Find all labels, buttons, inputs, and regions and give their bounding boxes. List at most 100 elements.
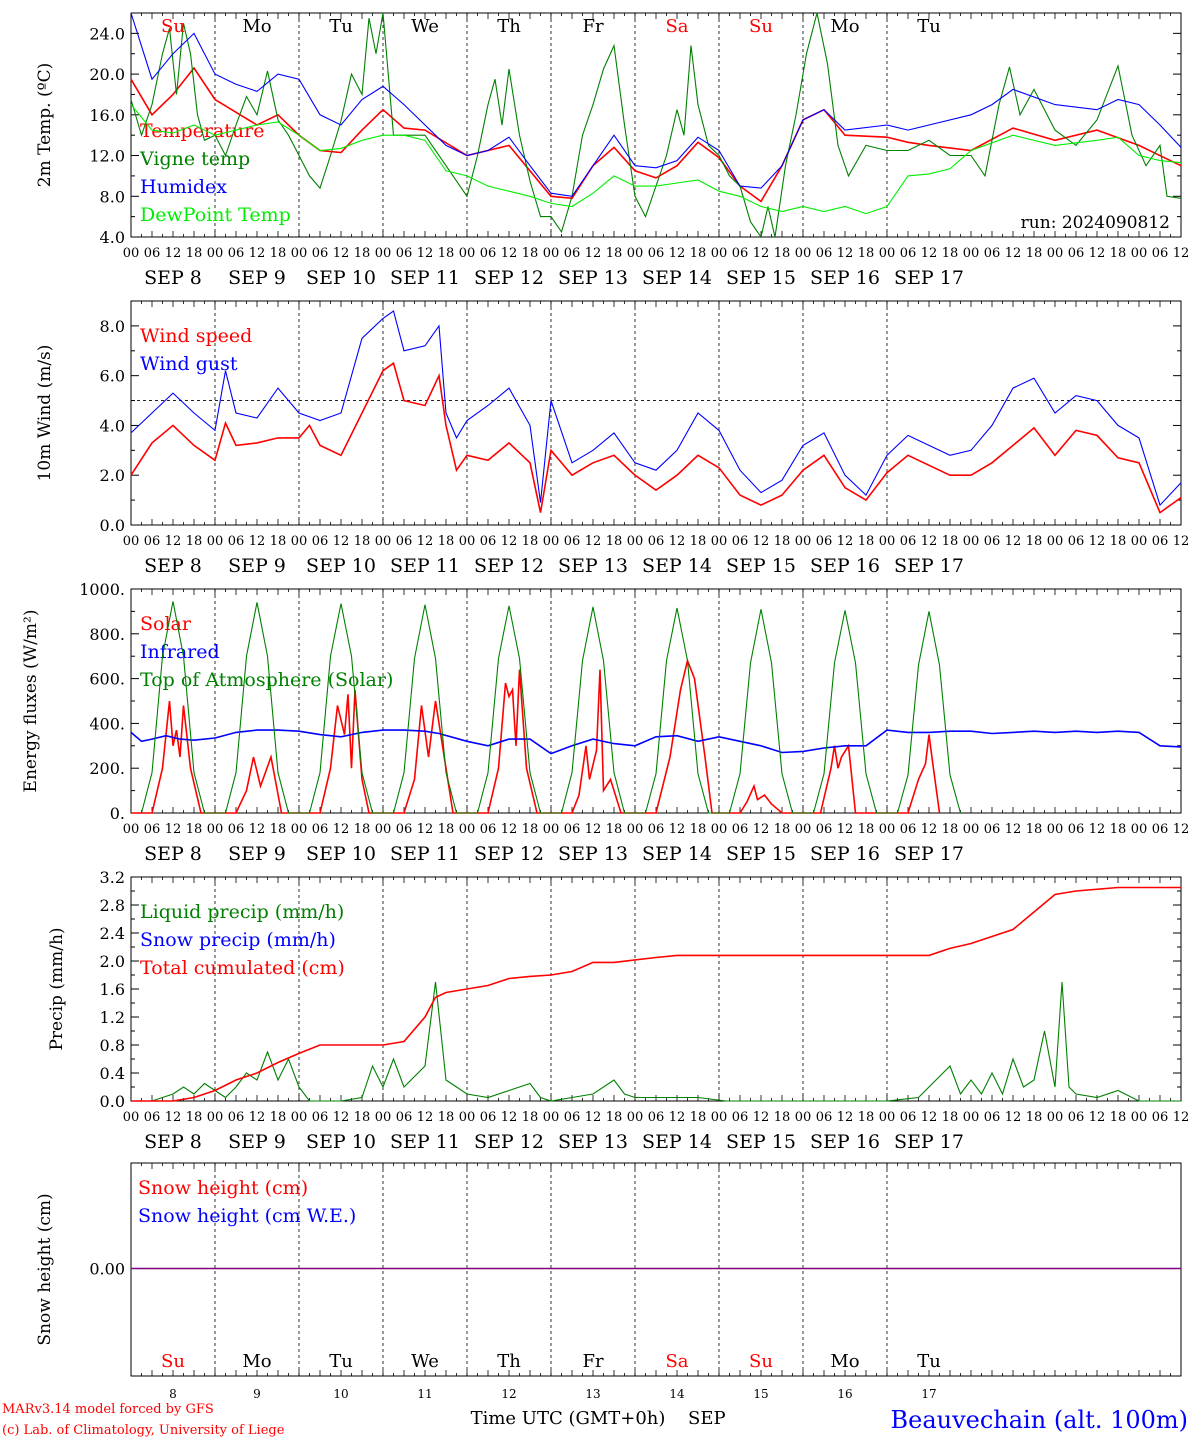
hour-tick-label: 00	[123, 822, 140, 837]
day-number: 9	[253, 1387, 261, 1401]
day-abbrev: Th	[497, 16, 521, 37]
hour-tick-label: 12	[585, 822, 602, 837]
hour-tick-label: 18	[690, 822, 707, 837]
y-tick-label: 0.4	[100, 1064, 125, 1083]
hour-tick-label: 18	[438, 822, 455, 837]
hour-tick-label: 12	[837, 822, 854, 837]
date-label: SEP 10	[306, 1131, 376, 1153]
hour-tick-label: 06	[144, 1110, 161, 1125]
date-label: SEP 14	[642, 555, 712, 577]
y-tick-label: 4.0	[100, 416, 125, 435]
hour-tick-label: 18	[270, 822, 287, 837]
panel-4: 0.0 0.4 0.8 1.2 1.6 2.0 2.4 2.8 3.2 Precip (mm/h)…	[47, 868, 1189, 1153]
hour-tick-label: 18	[1026, 534, 1043, 549]
hour-tick-label: 18	[354, 246, 371, 261]
hour-tick-label: 12	[1089, 822, 1106, 837]
hour-tick-label: 12	[669, 822, 686, 837]
y-tick-label: 16.0	[89, 106, 125, 125]
legend-entry: Solar	[140, 613, 192, 635]
hour-tick-label: 18	[438, 246, 455, 261]
hour-tick-label: 06	[732, 534, 749, 549]
hour-tick-label: 00	[123, 1110, 140, 1125]
hour-tick-label: 00	[711, 534, 728, 549]
hour-tick-label: 00	[1131, 534, 1148, 549]
legend-entry: Snow precip (mm/h)	[140, 929, 336, 951]
hour-tick-label: 12	[417, 822, 434, 837]
panel-2: 0.0 2.0 4.0 6.0 8.0 10m Wind (m/s) Wind speed W…	[35, 300, 1190, 577]
hour-tick-label: 12	[249, 1110, 266, 1125]
day-abbrev: Fr	[582, 16, 603, 37]
hour-tick-label: 06	[228, 822, 245, 837]
hour-tick-label: 06	[396, 1110, 413, 1125]
legend-entry: Snow height (cm W.E.)	[138, 1205, 356, 1227]
hour-tick-label: 00	[795, 1110, 812, 1125]
y-tick-label: 0.	[110, 804, 125, 823]
hour-tick-label: 12	[837, 246, 854, 261]
panel-frame	[130, 300, 1182, 526]
series-line	[130, 12, 1182, 197]
y-tick-label: 1.6	[100, 980, 125, 999]
hour-tick-label: 18	[942, 1110, 959, 1125]
y-tick-label: 2.0	[100, 952, 125, 971]
date-label: SEP 13	[558, 843, 628, 865]
series-line	[130, 104, 1182, 215]
day-abbrev: Mo	[830, 1351, 859, 1372]
series-line	[130, 729, 1182, 755]
series-line	[131, 886, 1181, 1102]
hour-tick-label: 00	[291, 1110, 308, 1125]
date-label: SEP 17	[894, 1131, 964, 1153]
y-axis-label: Precip (mm/h)	[47, 927, 67, 1050]
hour-tick-label: 06	[1068, 534, 1085, 549]
y-tick-label: 400.	[89, 714, 125, 733]
y-tick-label: 6.0	[100, 367, 125, 386]
hour-tick-label: 06	[1068, 1110, 1085, 1125]
legend-entry: Wind gust	[140, 353, 238, 375]
date-label: SEP 16	[810, 555, 880, 577]
hour-tick-label: 00	[291, 246, 308, 261]
hour-tick-label: 00	[627, 1110, 644, 1125]
date-label: SEP 9	[228, 267, 286, 289]
hour-tick-label: 18	[186, 822, 203, 837]
series-line	[130, 66, 1182, 203]
hour-tick-label: 18	[690, 246, 707, 261]
hour-tick-label: 18	[1026, 822, 1043, 837]
date-label: SEP 15	[726, 843, 796, 865]
hour-tick-label: 12	[249, 822, 266, 837]
day-abbrev: Su	[749, 1351, 773, 1372]
hour-tick-label: 12	[1089, 534, 1106, 549]
x-axis-month: SEP	[688, 1408, 726, 1429]
day-number: 11	[417, 1387, 432, 1401]
hour-tick-label: 12	[501, 1110, 518, 1125]
hour-tick-label: 06	[396, 534, 413, 549]
hour-tick-label: 00	[207, 1110, 224, 1125]
hour-tick-label: 18	[522, 822, 539, 837]
day-abbrev: Sa	[665, 16, 688, 37]
hour-tick-label: 12	[249, 534, 266, 549]
hour-tick-label: 06	[900, 822, 917, 837]
hour-tick-label: 18	[1110, 534, 1127, 549]
day-abbrev: Tu	[329, 16, 353, 37]
hour-tick-label: 06	[816, 822, 833, 837]
hour-tick-label: 18	[354, 534, 371, 549]
hour-tick-label: 12	[753, 534, 770, 549]
hour-tick-label: 12	[1173, 534, 1190, 549]
date-label: SEP 9	[228, 555, 286, 577]
hour-tick-label: 00	[711, 246, 728, 261]
y-tick-label: 20.0	[89, 65, 125, 84]
hour-tick-label: 06	[396, 246, 413, 261]
hour-tick-label: 06	[648, 246, 665, 261]
day-abbrev: Su	[161, 1351, 185, 1372]
hour-tick-label: 18	[942, 822, 959, 837]
hour-tick-label: 18	[270, 1110, 287, 1125]
hour-tick-label: 06	[1068, 246, 1085, 261]
hour-tick-label: 12	[1173, 822, 1190, 837]
panel-frame	[130, 588, 1182, 814]
hour-tick-label: 06	[984, 246, 1001, 261]
run-label: run: 2024090812	[1021, 213, 1170, 233]
hour-tick-label: 06	[900, 246, 917, 261]
hour-tick-label: 18	[1110, 1110, 1127, 1125]
hour-tick-label: 12	[501, 822, 518, 837]
date-label: SEP 13	[558, 1131, 628, 1153]
y-tick-label: 2.0	[100, 466, 125, 485]
